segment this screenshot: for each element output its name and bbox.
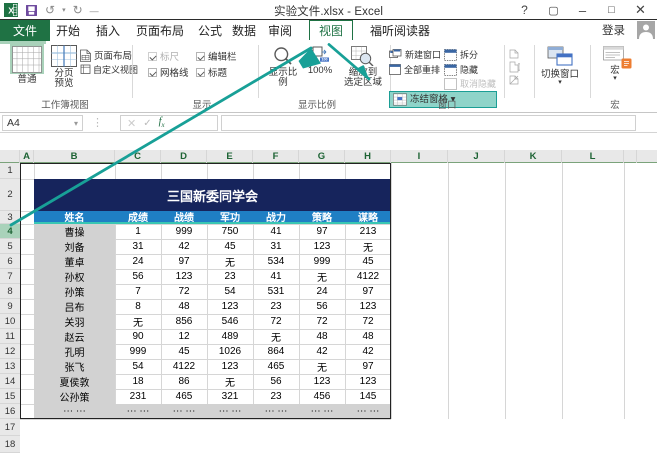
svg-text:100: 100 <box>322 58 328 62</box>
